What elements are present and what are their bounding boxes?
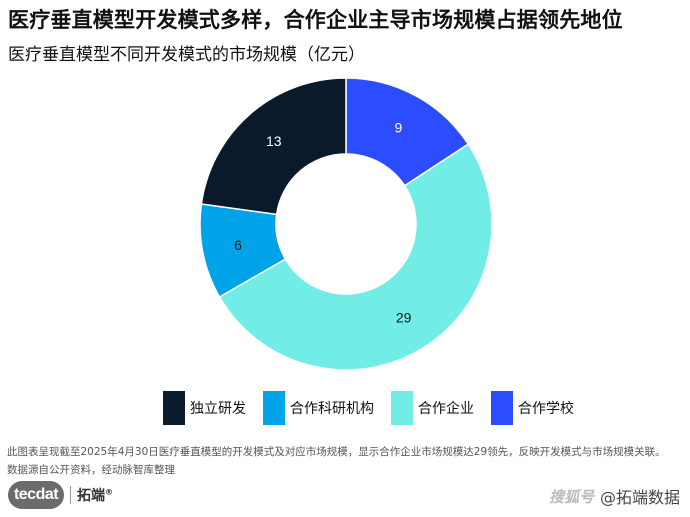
legend-swatch xyxy=(163,391,185,425)
chart-subtitle: 医疗垂直模型不同开发模式的市场规模（亿元） xyxy=(8,45,365,65)
footnote-line-1: 此图表呈现截至2025年4月30日医疗垂直模型的开发模式及对应市场规模，显示合作… xyxy=(7,446,666,458)
slice-合作学校 xyxy=(345,77,470,187)
slice-合作企业 xyxy=(218,143,493,371)
legend-label: 独立研发 xyxy=(190,401,246,417)
watermark-text: @拓端数据 xyxy=(599,488,680,507)
legend-label: 合作企业 xyxy=(418,401,474,417)
legend-item: 合作学校 xyxy=(491,391,574,425)
slice-value-label: 13 xyxy=(266,133,282,149)
slice-value-label: 9 xyxy=(394,119,402,135)
slice-value-label: 6 xyxy=(234,237,242,253)
watermark: 搜狐号 @拓端数据 xyxy=(549,484,680,508)
slice-独立研发 xyxy=(200,77,347,216)
tecdat-logo: tecdat xyxy=(8,481,64,509)
brand-block: tecdat 拓端® xyxy=(8,481,113,509)
donut-chart: 9 29 6 13 xyxy=(199,77,493,371)
legend-item: 独立研发 xyxy=(163,391,246,425)
legend-label: 合作科研机构 xyxy=(290,401,374,417)
legend-label: 合作学校 xyxy=(518,401,574,417)
sohu-logo: 搜狐号 xyxy=(548,487,594,506)
slice-value-label: 29 xyxy=(396,310,412,326)
legend-swatch xyxy=(263,391,285,425)
legend-item: 合作科研机构 xyxy=(263,391,374,425)
legend-swatch xyxy=(391,391,413,425)
chart-legend: 独立研发 合作科研机构 合作企业 合作学校 xyxy=(163,391,591,425)
chart-title: 医疗垂直模型开发模式多样，合作企业主导市场规模占据领先地位 xyxy=(8,8,623,32)
legend-swatch xyxy=(491,391,513,425)
brand-divider xyxy=(70,486,71,504)
legend-item: 合作企业 xyxy=(391,391,474,425)
footnote: 此图表呈现截至2025年4月30日医疗垂直模型的开发模式及对应市场规模，显示合作… xyxy=(7,443,687,479)
brand-name: 拓端® xyxy=(77,487,113,504)
footnote-line-2: 数据源自公开资料，经动脉智库整理 xyxy=(7,464,175,476)
